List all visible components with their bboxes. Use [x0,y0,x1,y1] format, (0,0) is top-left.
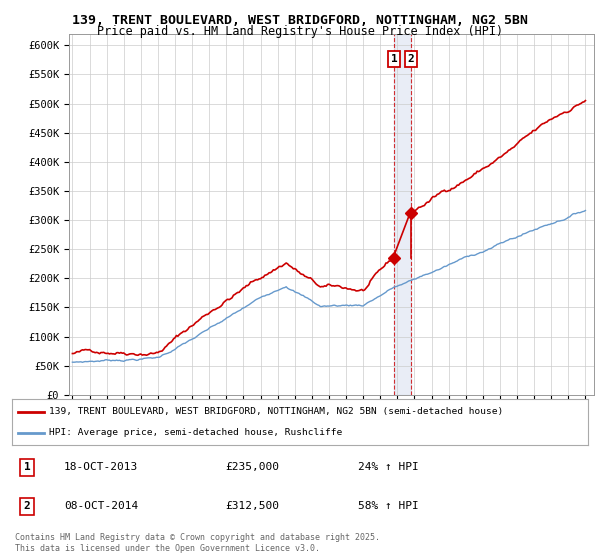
Text: Contains HM Land Registry data © Crown copyright and database right 2025.
This d: Contains HM Land Registry data © Crown c… [15,533,380,553]
Text: 2: 2 [407,54,415,64]
Text: 18-OCT-2013: 18-OCT-2013 [64,463,138,473]
Text: 139, TRENT BOULEVARD, WEST BRIDGFORD, NOTTINGHAM, NG2 5BN (semi-detached house): 139, TRENT BOULEVARD, WEST BRIDGFORD, NO… [49,407,503,416]
Text: 58% ↑ HPI: 58% ↑ HPI [358,501,418,511]
Text: £235,000: £235,000 [225,463,279,473]
Text: 2: 2 [23,501,30,511]
Text: £312,500: £312,500 [225,501,279,511]
Text: 139, TRENT BOULEVARD, WEST BRIDGFORD, NOTTINGHAM, NG2 5BN: 139, TRENT BOULEVARD, WEST BRIDGFORD, NO… [72,14,528,27]
Text: Price paid vs. HM Land Registry's House Price Index (HPI): Price paid vs. HM Land Registry's House … [97,25,503,38]
Text: 08-OCT-2014: 08-OCT-2014 [64,501,138,511]
Text: 24% ↑ HPI: 24% ↑ HPI [358,463,418,473]
Text: HPI: Average price, semi-detached house, Rushcliffe: HPI: Average price, semi-detached house,… [49,428,343,437]
Bar [394,34,411,395]
Text: 1: 1 [391,54,397,64]
Text: 1: 1 [23,463,30,473]
